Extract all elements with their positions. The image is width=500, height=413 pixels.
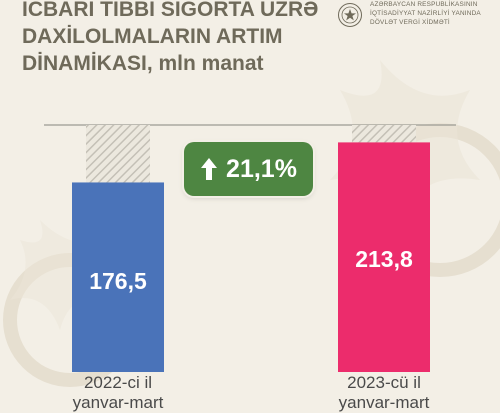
emblem-icon (338, 3, 362, 27)
x-sublabel-2023: yanvar-mart (338, 393, 430, 412)
bar-value-2023: 213,8 (355, 245, 413, 272)
org-line-3: DÖVLƏT VERGİ XİDMƏTİ (370, 19, 450, 26)
growth-value: 21,1% (226, 154, 297, 183)
title-line-2: DAXİLOLMALARIN ARTIM (22, 25, 283, 48)
org-line-2: İQTİSADİYYAT NAZİRLİYİ YANINDA (370, 10, 481, 17)
organization-header: AZƏRBAYCAN RESPUBLİKASININ İQTİSADİYYAT … (337, 0, 497, 34)
bar-2022 (72, 182, 164, 372)
chart-title: İCBARİ TİBBİ SIĞORTA ÜZRƏ DAXİLOLMALARIN… (22, 0, 322, 77)
bar-headroom-0 (86, 125, 150, 183)
bar-headroom-1 (352, 125, 416, 143)
title-line-3: DİNAMİKASI, mln manat (22, 52, 264, 75)
arrow-up-icon (201, 158, 218, 180)
x-sublabel-2022: yanvar-mart (72, 393, 164, 412)
x-label-2023: 2023-cü il (347, 373, 421, 392)
x-label-2022: 2022-ci il (83, 373, 153, 392)
organization-name: AZƏRBAYCAN RESPUBLİKASININ İQTİSADİYYAT … (370, 0, 497, 27)
bar-value-2022: 176,5 (89, 267, 147, 294)
bar-2023 (338, 142, 430, 372)
growth-badge: 21,1% (184, 142, 313, 196)
org-line-1: AZƏRBAYCAN RESPUBLİKASININ (370, 1, 478, 8)
title-line-1: İCBARİ TİBBİ SIĞORTA ÜZRƏ (22, 0, 319, 21)
bar-chart (44, 124, 456, 372)
